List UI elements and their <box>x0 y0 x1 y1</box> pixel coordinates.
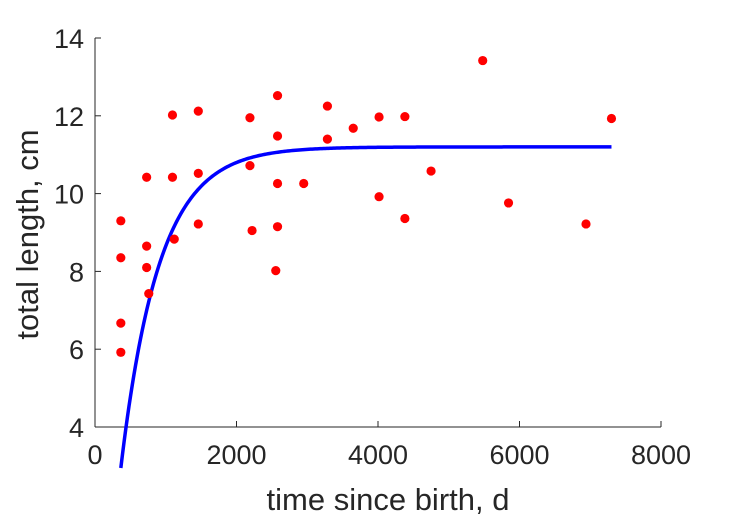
y-tick-label: 14 <box>54 24 84 54</box>
data-point <box>478 55 488 66</box>
data-point <box>247 225 257 236</box>
y-tick-label: 6 <box>69 335 84 365</box>
data-point <box>167 172 178 182</box>
data-point <box>245 160 255 171</box>
data-point <box>116 216 126 226</box>
data-point <box>116 253 126 263</box>
data-point <box>271 266 281 276</box>
data-point <box>272 222 283 232</box>
data-point <box>116 347 126 357</box>
fit-curve <box>119 145 612 469</box>
x-tick-label: 4000 <box>348 440 408 470</box>
data-point <box>144 288 154 299</box>
data-point <box>245 113 255 123</box>
y-tick-label: 8 <box>69 257 84 287</box>
fit-curve-group <box>119 145 612 469</box>
data-point <box>581 219 591 229</box>
data-point <box>193 219 203 229</box>
data-point <box>400 111 410 122</box>
data-point <box>142 241 152 251</box>
data-point <box>503 198 514 208</box>
y-tick-label: 10 <box>54 180 84 210</box>
data-point <box>272 90 283 101</box>
data-point <box>426 166 436 176</box>
x-axis-label: time since birth, d <box>267 482 510 517</box>
data-point <box>374 192 384 202</box>
data-point <box>142 262 152 273</box>
x-tick-label: 0 <box>87 440 102 470</box>
axis-labels-group: time since birth, d total length, cm <box>10 129 509 517</box>
axes: 0 2000 4000 6000 8000 4 6 8 10 12 14 <box>54 24 691 470</box>
data-point <box>374 112 384 122</box>
data-point <box>272 178 283 189</box>
y-axis-label: total length, cm <box>10 129 45 339</box>
data-point <box>167 110 178 120</box>
data-points-group <box>116 55 617 357</box>
x-tick-label: 2000 <box>206 440 266 470</box>
data-point <box>322 101 333 111</box>
data-point <box>116 318 126 328</box>
y-tick-label: 12 <box>54 102 84 132</box>
data-point <box>193 106 203 116</box>
data-point <box>272 131 283 141</box>
data-point <box>299 178 309 189</box>
data-point <box>169 234 179 244</box>
data-point <box>322 134 333 144</box>
data-point <box>400 213 410 224</box>
x-tick-label: 8000 <box>631 440 691 470</box>
y-tick-label: 4 <box>69 413 84 443</box>
data-point <box>348 123 358 133</box>
data-point <box>606 113 617 124</box>
x-tick-label: 6000 <box>489 440 549 470</box>
data-point <box>142 172 152 182</box>
data-point <box>193 168 203 178</box>
